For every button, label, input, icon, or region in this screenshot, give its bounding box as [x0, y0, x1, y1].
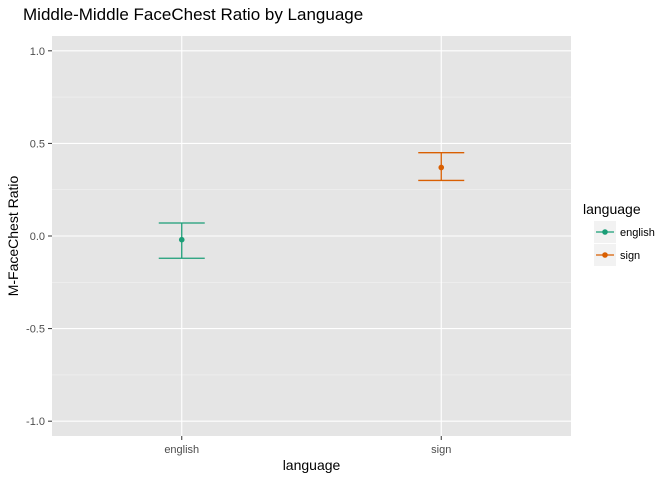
- x-tick-label: english: [164, 444, 199, 456]
- data-marks: [158, 152, 465, 259]
- y-axis: 1.0 0.5 0.0 -0.5 -1.0: [26, 46, 52, 428]
- legend-title: language: [583, 201, 641, 217]
- legend-key-english: [594, 221, 616, 243]
- legend-label-sign: sign: [620, 250, 640, 262]
- y-tick-label: -0.5: [26, 324, 45, 336]
- chart-title: Middle-Middle FaceChest Ratio by Languag…: [23, 5, 363, 24]
- legend-label-english: english: [620, 227, 655, 239]
- legend-key-point: [602, 252, 608, 258]
- y-tick-label: 0.5: [30, 138, 45, 150]
- y-tick-label: 1.0: [30, 46, 45, 58]
- y-tick-label: 0.0: [30, 231, 45, 243]
- legend-key-sign: [594, 244, 616, 266]
- x-axis: english sign: [164, 436, 451, 456]
- x-tick-label: sign: [431, 444, 451, 456]
- errorbar-group-sign: [418, 152, 465, 182]
- errorbar-group-english: [158, 222, 205, 259]
- legend: language english sign: [583, 201, 655, 266]
- legend-key-point: [602, 229, 608, 235]
- y-tick-label: -1.0: [26, 416, 45, 428]
- point-english: [178, 236, 185, 243]
- x-axis-title: language: [283, 457, 341, 473]
- point-sign: [438, 164, 445, 171]
- y-axis-title: M-FaceChest Ratio: [5, 175, 21, 296]
